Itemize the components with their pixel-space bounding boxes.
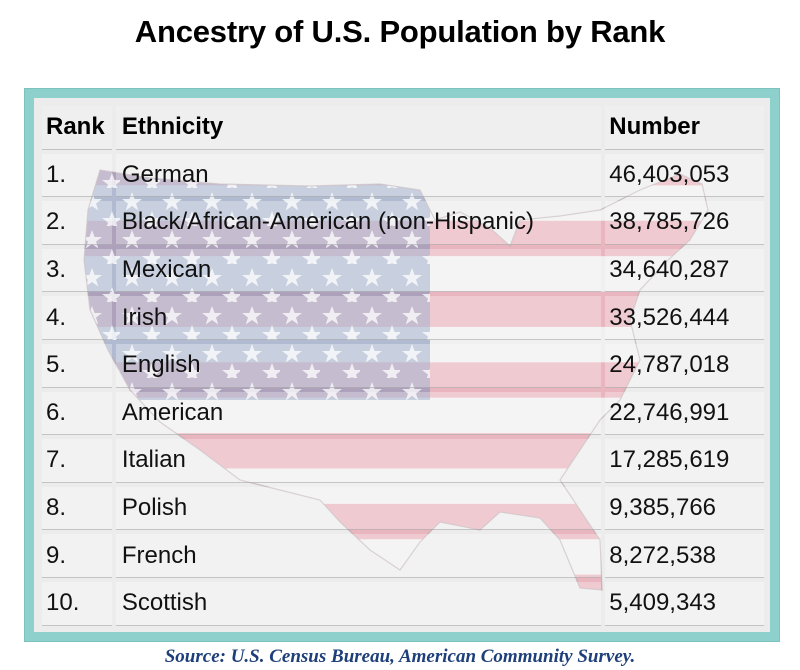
number-cell: 22,746,991 (605, 391, 764, 436)
table-row: 2. Black/African-American (non-Hispanic)… (42, 201, 764, 245)
table-row: 9. French 8,272,538 (42, 534, 764, 578)
ethnicity-cell: Italian (115, 439, 602, 483)
number-cell: 9,385,766 (605, 486, 764, 531)
header-row: Rank Ethnicity Number (42, 106, 764, 150)
rank-cell: 9. (42, 534, 112, 578)
ethnicity-cell: Black/African-American (non-Hispanic) (115, 201, 602, 245)
col-header-rank: Rank (42, 106, 112, 150)
number-cell: 8,272,538 (605, 534, 764, 578)
ethnicity-cell: French (115, 534, 602, 578)
rank-cell: 10. (42, 581, 112, 626)
table-row: 7. Italian 17,285,619 (42, 439, 764, 483)
rank-cell: 4. (42, 296, 112, 340)
number-cell: 17,285,619 (605, 439, 764, 483)
us-flag-map-background (83, 169, 709, 591)
number-cell: 46,403,053 (605, 153, 764, 198)
ethnicity-cell: Polish (115, 486, 602, 531)
col-header-ethnicity: Ethnicity (115, 106, 602, 150)
ethnicity-cell: Mexican (115, 248, 602, 293)
rank-cell: 2. (42, 201, 112, 245)
ancestry-table: Rank Ethnicity Number 1. German 46,403,0… (38, 102, 768, 630)
table-row: 5. English 24,787,018 (42, 343, 764, 388)
rank-cell: 7. (42, 439, 112, 483)
rank-cell: 5. (42, 343, 112, 388)
ethnicity-cell: English (115, 343, 602, 388)
rank-cell: 1. (42, 153, 112, 198)
ethnicity-cell: Scottish (115, 581, 602, 626)
col-header-number: Number (605, 106, 764, 150)
page-title: Ancestry of U.S. Population by Rank (134, 14, 666, 49)
table-row: 4. Irish 33,526,444 (42, 296, 764, 340)
number-cell: 34,640,287 (605, 248, 764, 293)
us-map-outline (83, 169, 709, 591)
flag-stars (84, 170, 430, 400)
number-cell: 5,409,343 (605, 581, 764, 626)
number-cell: 38,785,726 (605, 201, 764, 245)
number-cell: 33,526,444 (605, 296, 764, 340)
ethnicity-cell: American (115, 391, 602, 436)
table-row: 1. German 46,403,053 (42, 153, 764, 198)
table-row: 8. Polish 9,385,766 (42, 486, 764, 531)
number-cell: 24,787,018 (605, 343, 764, 388)
ethnicity-cell: Irish (115, 296, 602, 340)
source-caption: Source: U.S. Census Bureau, American Com… (164, 646, 636, 667)
table-row: 6. American 22,746,991 (42, 391, 764, 436)
ethnicity-cell: German (115, 153, 602, 198)
rank-cell: 3. (42, 248, 112, 293)
table-row: 3. Mexican 34,640,287 (42, 248, 764, 293)
table-row: 10. Scottish 5,409,343 (42, 581, 764, 626)
rank-cell: 6. (42, 391, 112, 436)
rank-cell: 8. (42, 486, 112, 531)
